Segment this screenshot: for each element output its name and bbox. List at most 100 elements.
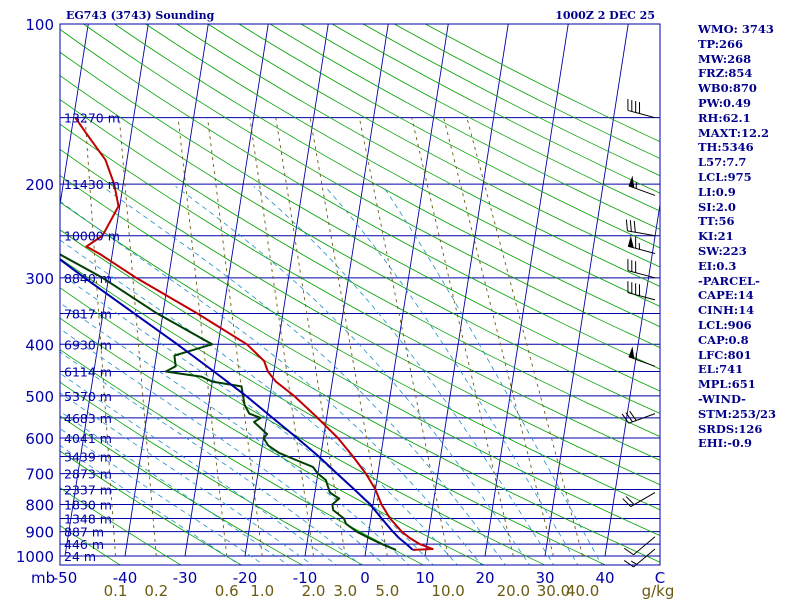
height-label: 2337 m [64, 483, 112, 498]
height-label: 6114 m [64, 365, 112, 380]
isotherm-line [124, 24, 209, 557]
moist-adiabat [382, 186, 603, 565]
chart-title: EG743 (3743) Sounding [66, 9, 215, 22]
mixing-ratio-line [275, 117, 346, 557]
dewpoint-trace [60, 253, 397, 551]
dry-adiabat [60, 148, 660, 486]
moist-adiabat [324, 186, 579, 565]
moist-adiabat [60, 239, 458, 565]
index-item: EL:741 [698, 362, 744, 377]
moist-adiabat [60, 272, 434, 565]
index-item: WMO: 3743 [698, 22, 774, 36]
index-item: -PARCEL- [698, 273, 760, 288]
height-label: 1348 m [64, 511, 112, 526]
dry-adiabat [60, 381, 364, 565]
dry-adiabat [60, 349, 425, 565]
pressure-tick-label: 400 [25, 336, 54, 354]
mixing-ratio-line [466, 117, 584, 557]
height-label: 7817 m [64, 306, 112, 321]
dry-adiabat [60, 317, 486, 565]
moist-adiabat [253, 186, 555, 565]
sounding-traces [60, 117, 434, 551]
height-label: 887 m [64, 525, 104, 540]
wind-barb [623, 548, 656, 568]
wind-barb [621, 410, 656, 424]
pressure-tick-label: 100 [25, 16, 54, 34]
index-item: SI:2.0 [698, 199, 736, 214]
index-item: TT:56 [698, 214, 735, 229]
isotherm-line [484, 24, 569, 557]
dry-adiabat [238, 24, 660, 249]
index-item: SRDS:126 [698, 421, 763, 436]
dry-adiabat [60, 175, 660, 511]
pressure-tick-label: 900 [25, 524, 54, 542]
wind-barb [623, 536, 656, 556]
index-item: L57:7.7 [698, 155, 747, 170]
moist-adiabat [60, 372, 338, 565]
mixing-ratio-line [358, 117, 449, 557]
index-item: TP:266 [698, 36, 744, 51]
mixing-ratio-unit-label: g/kg [642, 582, 675, 600]
index-item: KI:21 [698, 229, 734, 244]
height-label: 24 m [64, 549, 96, 564]
dry-adiabat [269, 24, 660, 230]
wind-barb [627, 99, 656, 119]
mixing-ratio-label: 20.0 [497, 582, 530, 600]
pressure-tick-label: 600 [25, 430, 54, 448]
mixing-ratio-line [118, 117, 157, 557]
index-item: RH:62.1 [698, 110, 751, 125]
index-item: LCL:906 [698, 317, 752, 332]
temperature-tick-label: -40 [113, 569, 138, 587]
plot-frame [59, 23, 661, 566]
pressure-tick-label: 1000 [16, 548, 54, 566]
moist-adiabat [60, 410, 289, 565]
dry-adiabat [60, 51, 660, 392]
mixing-ratio-label: 10.0 [431, 582, 464, 600]
moist-adiabat [175, 186, 531, 565]
mixing-ratio-label: 2.0 [302, 582, 326, 600]
height-label: 3439 m [64, 449, 112, 464]
dry-adiabat [300, 24, 660, 212]
index-item: LFC:801 [698, 347, 752, 362]
wind-barb [627, 259, 656, 279]
dry-adiabat [60, 75, 660, 414]
height-label: 6930 m [64, 337, 112, 352]
mixing-ratio-label: 40.0 [566, 582, 599, 600]
wind-barb [628, 346, 656, 367]
moist-adiabat [60, 328, 386, 565]
index-item: MPL:651 [698, 377, 756, 392]
dry-adiabat [60, 564, 61, 565]
temperature-tick-label: 20 [475, 569, 494, 587]
height-label: 4683 m [64, 411, 112, 426]
isotherm-line [60, 24, 89, 208]
index-item: CAP:0.8 [698, 332, 749, 347]
temperature-tick-label: -20 [233, 569, 258, 587]
dry-adiabat [207, 24, 660, 268]
moist-adiabat [60, 392, 313, 565]
height-label: 10000 m [64, 229, 120, 244]
index-item: MAXT:12.2 [698, 125, 769, 140]
index-item: LCL:975 [698, 169, 752, 184]
isotherm-line [244, 24, 329, 557]
wind-barb [622, 492, 656, 508]
pressure-unit-label: mb [31, 569, 55, 587]
stability-indices-panel: WMO: 3743 TP:266 MW:268 FRZ:854 WB0:870 PW:0.… [698, 22, 798, 451]
mixing-ratio-line [411, 117, 514, 557]
temperature-tick-label: 10 [415, 569, 434, 587]
dry-adiabat [60, 99, 660, 438]
index-item: LI:0.9 [698, 184, 736, 199]
mixing-ratio-label: 5.0 [375, 582, 399, 600]
index-item: FRZ:854 [698, 66, 753, 81]
height-label: 5370 m [64, 389, 112, 404]
index-item: TH:5346 [698, 140, 754, 155]
dry-adiabat [60, 201, 660, 537]
mixing-ratio-line [84, 117, 116, 557]
wind-barbs [621, 99, 656, 568]
pressure-tick-label: 700 [25, 466, 54, 484]
height-label: 11430 m [64, 177, 120, 192]
temperature-tick-label: -10 [293, 569, 318, 587]
index-item: -WIND- [698, 391, 746, 406]
dry-adiabat [60, 123, 660, 461]
